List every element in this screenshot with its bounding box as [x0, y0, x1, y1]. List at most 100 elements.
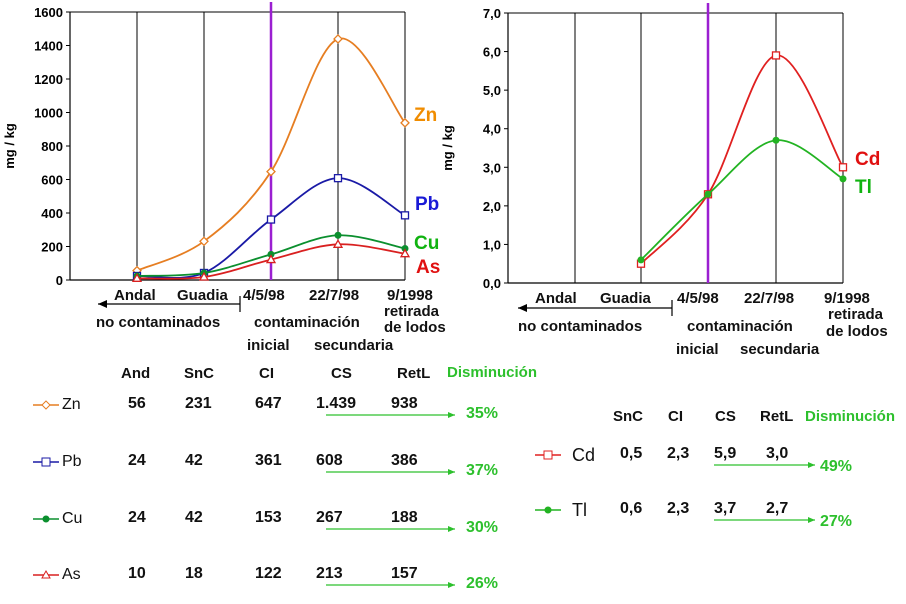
right-chart-ytick-label-3: 3,0 [483, 160, 501, 175]
left-chart-ytick-label-5: 1000 [34, 106, 63, 121]
tr-header-snc: SnC [613, 408, 643, 425]
x-label-date1-right: 4/5/98 [677, 290, 719, 307]
table-left-row-as-pct: 26% [466, 575, 499, 592]
x-label-secundaria-right: secundaria [740, 341, 820, 358]
table-right-row-cd-col-3: 3,0 [766, 445, 789, 462]
x-label-date1: 4/5/98 [243, 287, 285, 304]
table-cu-legend-marker [42, 515, 50, 523]
table-left-row-pb-col-2: 361 [255, 452, 282, 469]
table-left-row-as-col-1: 18 [185, 565, 203, 582]
right-chart-ytick-label-0: 0,0 [483, 276, 501, 291]
table-left-row-cu-col-2: 153 [255, 509, 282, 526]
right-chart-ytick-label-2: 2,0 [483, 199, 501, 214]
table-as-legend-marker [41, 569, 51, 579]
series-zn-point-4 [400, 117, 410, 128]
series-tl-point-2 [704, 190, 712, 198]
series-cu-point-3 [334, 231, 342, 239]
tl-header-disminucion: Disminución [447, 364, 538, 381]
series-cd-point-3 [771, 51, 781, 60]
table-left-row-pb-pct: 37% [466, 462, 499, 479]
right-chart-ylabel: mg / kg [440, 125, 455, 171]
table-tl-legend-marker [544, 506, 552, 514]
table-left-row-zn-col-3: 1.439 [316, 395, 357, 412]
x-label-guadia: Guadia [177, 287, 228, 304]
left-chart-ytick-label-3: 600 [41, 173, 63, 188]
x-label-inicial-right: inicial [676, 341, 719, 358]
table-left-row-as-name: As [62, 566, 81, 583]
table-left-row-cu-col-3: 267 [316, 509, 343, 526]
table-pb-legend-marker [41, 457, 51, 467]
x-label-secundaria: secundaria [314, 337, 394, 354]
table-left-row-cu-arrow-head [448, 526, 455, 532]
x-label-retirada-right: retirada [828, 306, 884, 323]
table-left-row-pb-col-1: 42 [185, 452, 203, 469]
tl-header-ci: CI [259, 365, 274, 382]
series-cd-point-4 [838, 163, 848, 172]
x-label-andal: Andal [114, 287, 156, 304]
left-chart-ytick-label-0: 0 [56, 273, 63, 288]
x-label-contaminacion: contaminación [254, 314, 360, 331]
series-cd-label: Cd [855, 149, 880, 170]
series-as-label: As [416, 257, 440, 278]
table-left-row-zn-arrow-head [448, 412, 455, 418]
tr-header-cs: CS [715, 408, 736, 425]
table-left-row-cu-col-4: 188 [391, 509, 418, 526]
tr-header-retl: RetL [760, 408, 794, 425]
table-left-row-as-col-2: 122 [255, 565, 282, 582]
right-chart-ytick-label-7: 7,0 [483, 6, 501, 21]
table-left-row-zn-col-2: 647 [255, 395, 282, 412]
tl-header-snc: SnC [184, 365, 214, 382]
left-chart-ytick-label-8: 1600 [34, 5, 63, 20]
tl-header-and: And [121, 365, 151, 382]
table-right-row-cd-pct: 49% [820, 458, 853, 475]
table-left-row-pb-col-3: 608 [316, 452, 343, 469]
tl-header-cs: CS [331, 365, 352, 382]
left-chart-ytick-label-2: 400 [41, 206, 63, 221]
series-pb-point-3 [333, 174, 343, 183]
series-zn-point-3 [333, 34, 343, 44]
table-left-row-pb-arrow-head [448, 469, 455, 475]
table-right-row-cd-col-0: 0,5 [620, 445, 643, 462]
x-label-no-contaminados: no contaminados [96, 314, 221, 331]
table-right-row-tl-name: Tl [572, 500, 587, 520]
x-label-delodos: de lodos [384, 319, 446, 336]
table-right-row-tl-col-0: 0,6 [620, 500, 643, 517]
table-right-row-tl-col-3: 2,7 [766, 500, 789, 517]
tl-header-retl: RetL [397, 365, 431, 382]
series-zn-line [136, 37, 406, 272]
left-chart-ytick-label-1: 200 [41, 240, 63, 255]
right-chart-ytick-label-6: 6,0 [483, 45, 501, 60]
series-pb-point-2 [266, 215, 276, 224]
series-cu-label: Cu [414, 233, 439, 254]
table-left-row-cu-name: Cu [62, 510, 83, 527]
x-label-andal-right: Andal [535, 290, 577, 307]
left-chart-ytick-label-6: 1200 [34, 72, 63, 87]
table-right-row-tl-col-1: 2,3 [667, 500, 690, 517]
table-left-row-zn-pct: 35% [466, 405, 499, 422]
series-tl-label: Tl [855, 177, 872, 198]
series-as-point-0 [131, 273, 143, 282]
table-left-row-zn-col-1: 231 [185, 395, 212, 412]
x-label-retirada: retirada [384, 303, 440, 320]
table-cd-legend-marker [543, 450, 553, 460]
table-right-row-tl-pct: 27% [820, 513, 853, 530]
series-cd-line [640, 54, 844, 265]
right-chart-range-arrowhead [518, 304, 527, 312]
table-left-row-zn-col-0: 56 [128, 395, 146, 412]
table-right-row-cd-col-2: 5,9 [714, 445, 737, 462]
table-right-row-cd-col-1: 2,3 [667, 445, 690, 462]
series-tl-point-1 [637, 256, 645, 264]
series-as-point-3 [332, 239, 344, 248]
right-chart-ytick-label-1: 1,0 [483, 237, 501, 252]
x-label-date3: 9/1998 [387, 287, 433, 304]
x-label-date2: 22/7/98 [309, 287, 360, 304]
series-pb-point-4 [400, 211, 410, 220]
x-label-guadia-right: Guadia [600, 290, 651, 307]
series-zn-point-1 [199, 236, 209, 247]
table-left-row-zn-name: Zn [62, 396, 81, 413]
series-as-point-1 [198, 271, 210, 281]
x-label-inicial: inicial [247, 337, 290, 354]
x-label-date2-right: 22/7/98 [744, 290, 795, 307]
table-left-row-pb-col-4: 386 [391, 452, 418, 469]
x-label-delodos-right: de lodos [826, 323, 888, 340]
